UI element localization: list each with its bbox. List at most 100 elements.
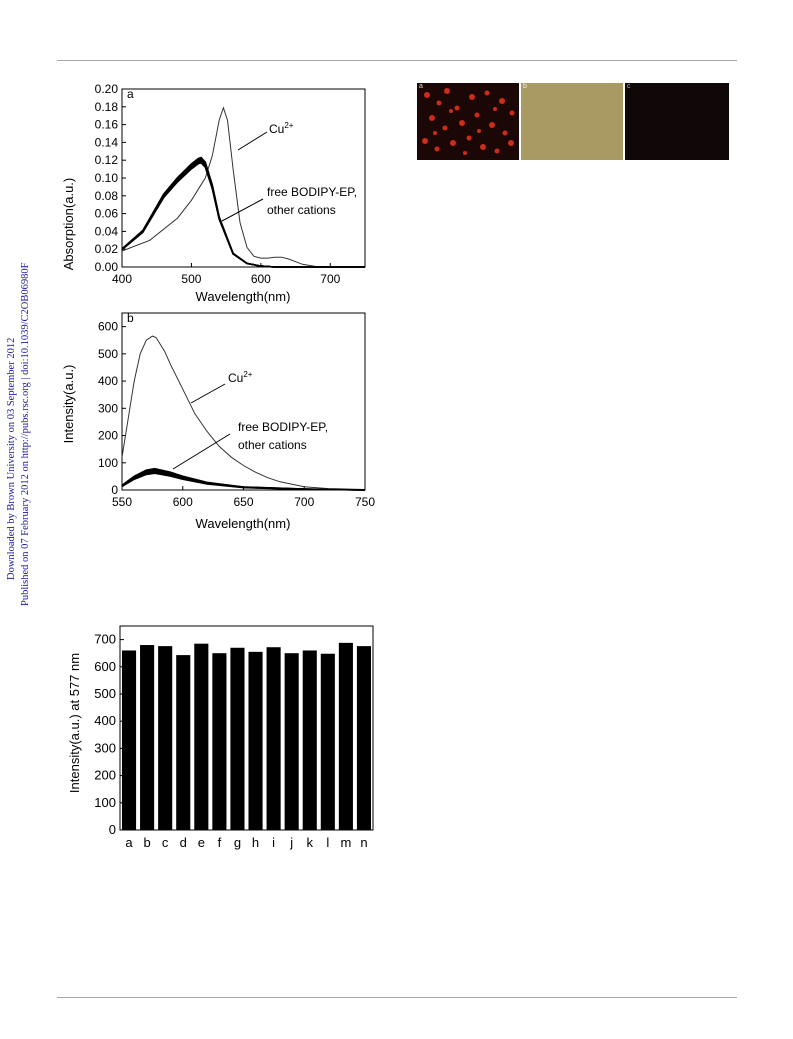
chart-a-frame — [121, 88, 366, 268]
micrograph-figure: a b c — [417, 83, 729, 160]
footer-rule — [57, 997, 737, 998]
chart-b-cu-sup: 2+ — [243, 370, 252, 379]
x-tick-label: 550 — [112, 495, 132, 509]
x-tick-label: 600 — [173, 495, 193, 509]
chart-c-ylabel: Intensity(a.u.) at 577 nm — [67, 653, 82, 793]
x-tick-label: h — [252, 835, 259, 850]
x-tick-label: 700 — [294, 495, 314, 509]
y-tick-label: 0 — [109, 822, 116, 837]
absorption-chart: Absorption(a.u.) Wavelength(nm) a 400 500… — [61, 82, 366, 304]
y-tick-label: 0.18 — [95, 100, 119, 114]
x-tick-label: 600 — [251, 272, 271, 286]
y-tick-label: 600 — [94, 659, 116, 674]
x-tick-label: k — [307, 835, 314, 850]
chart-b-cu-label: Cu2+ — [228, 370, 253, 385]
y-tick-label: 300 — [94, 740, 116, 755]
micrograph-panel-b-label: b — [523, 83, 527, 90]
chart-b-ylabel: Intensity(a.u.) — [61, 365, 76, 444]
chart-b-bodipy-label: free BODIPY-EP, — [238, 420, 328, 434]
bar-e — [194, 643, 209, 830]
bar-d — [176, 655, 191, 830]
x-tick-label: j — [289, 835, 293, 850]
x-tick-label: b — [143, 835, 150, 850]
y-tick-label: 400 — [94, 713, 116, 728]
chart-b-cu-text: Cu — [228, 371, 243, 385]
x-tick-label: c — [162, 835, 169, 850]
bar-m — [338, 642, 353, 830]
chart-a-cu-text: Cu — [269, 122, 284, 136]
x-tick-label: 750 — [355, 495, 375, 509]
bar-l — [320, 653, 335, 830]
y-tick-label: 0.16 — [95, 118, 119, 132]
bar-g — [230, 647, 245, 830]
bar-k — [302, 650, 317, 830]
y-tick-label: 700 — [94, 632, 116, 647]
micrograph-panel-b: b — [521, 83, 623, 160]
bar-f — [212, 653, 227, 830]
series-line-cu — [121, 335, 366, 490]
y-tick-label: 400 — [98, 374, 118, 388]
y-tick-label: 300 — [98, 401, 118, 415]
chart-b-frame — [121, 312, 366, 491]
chart-a-bodipy-pointer — [221, 198, 264, 222]
sidebar-doi-text: Published on 07 February 2012 on http://… — [20, 262, 31, 606]
x-tick-label: 500 — [181, 272, 201, 286]
y-tick-label: 0.04 — [95, 224, 119, 238]
x-tick-label: m — [340, 835, 351, 850]
chart-b-cations-label: other cations — [238, 438, 307, 452]
y-tick-label: 0.08 — [95, 189, 119, 203]
chart-b-xlabel: Wavelength(nm) — [196, 516, 291, 531]
x-tick-label: a — [125, 835, 133, 850]
micrograph-panel-a: a — [417, 83, 519, 160]
selectivity-bar-chart: Intensity(a.u.) at 577 nm 0 100 200 300 400 5… — [67, 625, 374, 850]
y-tick-label: 500 — [94, 686, 116, 701]
micrograph-panel-c-label: c — [627, 83, 631, 90]
bar-h — [248, 651, 263, 830]
x-tick-label: f — [218, 835, 222, 850]
chart-a-bodipy-label: free BODIPY-EP, — [267, 185, 357, 199]
y-tick-label: 100 — [98, 456, 118, 470]
series-line-cu — [121, 106, 365, 268]
bar-n — [356, 646, 372, 830]
chart-a-ylabel: Absorption(a.u.) — [61, 178, 76, 271]
chart-b-panel-label: b — [127, 311, 134, 325]
y-tick-label: 0.10 — [95, 171, 119, 185]
micrograph-panel-a-label: a — [419, 83, 423, 90]
y-tick-label: 0.06 — [95, 207, 119, 221]
bar-c — [158, 646, 173, 830]
x-tick-label: e — [198, 835, 205, 850]
cell-fluorescence-image — [422, 88, 515, 155]
y-tick-label: 0.00 — [95, 260, 119, 274]
x-tick-label: l — [326, 835, 329, 850]
y-tick-label: 0.02 — [95, 242, 119, 256]
chart-a-panel-label: a — [127, 87, 134, 101]
x-tick-label: d — [180, 835, 187, 850]
emission-chart: Intensity(a.u.) Wavelength(nm) b 550 600 6… — [61, 311, 375, 531]
bar-a — [121, 650, 137, 830]
chart-b-cu-pointer — [190, 383, 226, 404]
y-tick-label: 600 — [98, 320, 118, 334]
chart-a-cu-pointer — [237, 131, 268, 151]
series-line-bodipy — [121, 467, 366, 491]
chart-b-bodipy-pointer — [172, 433, 231, 470]
x-tick-label: g — [234, 835, 241, 850]
sidebar-download-text: Downloaded by Brown University on 03 Sep… — [6, 337, 17, 580]
header-rule — [57, 60, 737, 61]
bar-j — [284, 653, 299, 830]
x-tick-label: 700 — [320, 272, 340, 286]
y-tick-label: 0.12 — [95, 153, 119, 167]
micrograph-panel-c: c — [625, 83, 729, 160]
y-tick-label: 0 — [111, 483, 118, 497]
x-tick-label: n — [360, 835, 367, 850]
y-tick-label: 0.14 — [95, 135, 119, 149]
y-tick-label: 200 — [98, 429, 118, 443]
bar-i — [266, 647, 281, 830]
chart-a-cu-label: Cu2+ — [269, 121, 294, 136]
y-tick-label: 100 — [94, 795, 116, 810]
x-tick-label: 650 — [233, 495, 253, 509]
x-tick-label: i — [272, 835, 275, 850]
y-tick-label: 0.20 — [95, 82, 119, 96]
chart-a-cations-label: other cations — [267, 203, 336, 217]
y-tick-label: 200 — [94, 768, 116, 783]
x-tick-label: 400 — [112, 272, 132, 286]
